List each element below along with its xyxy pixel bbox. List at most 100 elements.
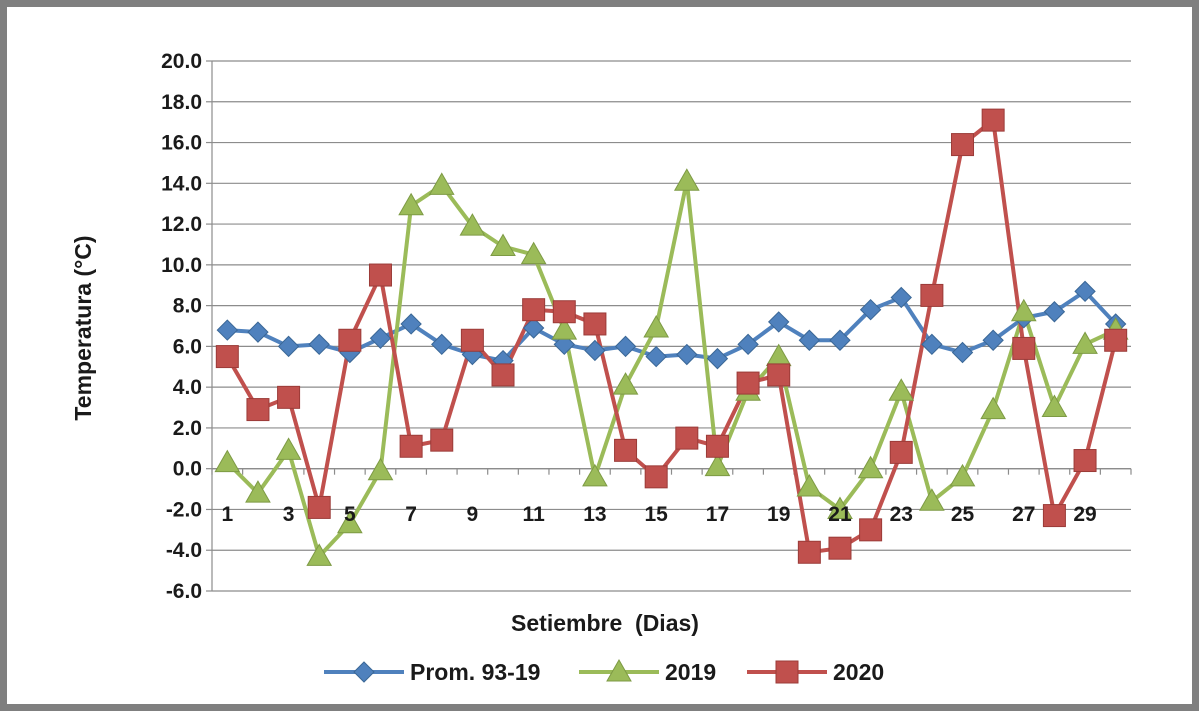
data-point-square xyxy=(307,495,331,519)
y-tick-label: 16.0 xyxy=(161,132,202,155)
data-point-square xyxy=(705,434,729,458)
tick-labels: 20.0 18.0 16.0 14.0 12.0 10.0 8.0 6.0 4.0 2.0 0.0 -… xyxy=(161,50,1097,603)
data-point-triangle xyxy=(796,474,823,497)
data-point-diamond xyxy=(614,335,637,358)
line-chart: 20.0 18.0 16.0 14.0 12.0 10.0 8.0 6.0 4.0 2.0 0.0 -… xyxy=(70,50,1132,685)
data-point-square xyxy=(981,108,1005,132)
data-point-square xyxy=(920,283,944,307)
data-point-square xyxy=(1042,504,1066,528)
data-point-square xyxy=(430,428,454,452)
legend-item: 2020 xyxy=(747,659,884,685)
data-point-diamond xyxy=(277,335,300,358)
y-tick-label: 18.0 xyxy=(161,91,202,114)
axes xyxy=(206,60,1132,592)
legend-label: 2020 xyxy=(833,659,884,685)
x-tick-label: 25 xyxy=(951,503,975,526)
data-point-diamond xyxy=(706,347,729,370)
data-point-triangle xyxy=(949,463,976,487)
x-tick-label: 3 xyxy=(283,503,295,526)
data-point-triangle xyxy=(673,168,700,191)
y-tick-label: 6.0 xyxy=(173,335,202,358)
x-tick-label: 27 xyxy=(1012,503,1035,526)
data-point-square xyxy=(277,385,301,409)
data-point-diamond xyxy=(216,319,239,341)
data-point-triangle xyxy=(765,343,792,367)
y-tick-label: -6.0 xyxy=(166,580,202,603)
data-point-square xyxy=(215,345,239,369)
data-point-triangle xyxy=(398,192,424,216)
data-point-diamond xyxy=(584,339,606,362)
data-point-diamond xyxy=(982,329,1004,351)
y-tick-label: 10.0 xyxy=(161,254,202,277)
data-point-square xyxy=(522,298,546,322)
data-point-diamond xyxy=(247,321,269,343)
data-point-diamond xyxy=(890,286,912,309)
data-point-triangle xyxy=(919,488,945,511)
legend: Prom. 93-19 2019 2020 xyxy=(324,658,884,685)
data-point-triangle xyxy=(1010,298,1037,322)
x-tick-label: 17 xyxy=(706,503,729,526)
y-tick-label: 2.0 xyxy=(173,417,202,440)
legend-label: 2019 xyxy=(665,659,716,685)
data-point-square xyxy=(614,438,638,462)
data-point-square xyxy=(736,371,760,395)
data-point-square xyxy=(644,465,668,489)
data-point-diamond xyxy=(951,341,974,364)
x-tick-label: 5 xyxy=(344,503,356,526)
data-point-square xyxy=(951,133,975,157)
x-axis-title: Setiembre (Dias) xyxy=(511,610,699,636)
x-tick-label: 1 xyxy=(221,503,233,526)
legend-item: Prom. 93-19 xyxy=(324,659,540,685)
data-point-diamond xyxy=(676,343,698,366)
x-tick-label: 7 xyxy=(405,503,417,526)
data-point-square xyxy=(859,518,883,542)
data-point-diamond xyxy=(522,317,545,339)
data-point-square xyxy=(1073,449,1097,473)
y-tick-label: 12.0 xyxy=(161,213,202,236)
data-point-diamond xyxy=(369,327,392,349)
data-point-triangle xyxy=(643,315,670,338)
series-markers xyxy=(214,108,1129,566)
y-tick-label: 4.0 xyxy=(173,376,202,399)
data-point-square xyxy=(338,328,362,352)
data-point-triangle xyxy=(245,480,271,503)
data-point-square xyxy=(491,363,515,387)
data-point-triangle xyxy=(520,241,547,265)
data-point-triangle xyxy=(306,543,333,566)
y-tick-label: 8.0 xyxy=(173,295,202,318)
series-line xyxy=(225,179,1117,559)
y-tick-label: -4.0 xyxy=(166,539,202,562)
x-tick-label: 23 xyxy=(890,503,913,526)
data-point-square xyxy=(797,540,821,564)
data-point-triangle xyxy=(857,455,884,479)
y-tick-label: -2.0 xyxy=(166,498,202,521)
data-point-triangle xyxy=(1072,331,1098,354)
data-point-diamond xyxy=(798,329,821,351)
x-tick-label: 13 xyxy=(583,503,606,526)
data-point-square xyxy=(889,440,913,464)
data-point-triangle xyxy=(612,372,639,395)
data-point-diamond xyxy=(1074,280,1096,303)
x-tick-label: 15 xyxy=(645,503,669,526)
data-point-diamond xyxy=(1043,301,1066,323)
data-point-square xyxy=(1012,336,1036,360)
data-point-square xyxy=(828,536,852,560)
data-point-diamond xyxy=(353,661,375,683)
data-point-triangle xyxy=(336,510,363,534)
data-point-square xyxy=(552,300,576,324)
x-tick-label: 11 xyxy=(523,503,546,526)
data-point-square xyxy=(675,426,699,450)
data-point-triangle xyxy=(827,496,853,519)
data-point-triangle xyxy=(582,463,608,487)
data-point-triangle xyxy=(459,213,486,236)
data-point-diamond xyxy=(737,333,759,356)
data-point-diamond xyxy=(859,298,882,321)
x-tick-label: 21 xyxy=(828,503,852,526)
data-point-diamond xyxy=(768,311,790,333)
data-point-triangle xyxy=(888,378,915,401)
data-point-triangle xyxy=(428,172,455,195)
data-point-triangle xyxy=(704,453,731,477)
data-point-diamond xyxy=(431,333,453,356)
data-point-square xyxy=(399,434,423,458)
